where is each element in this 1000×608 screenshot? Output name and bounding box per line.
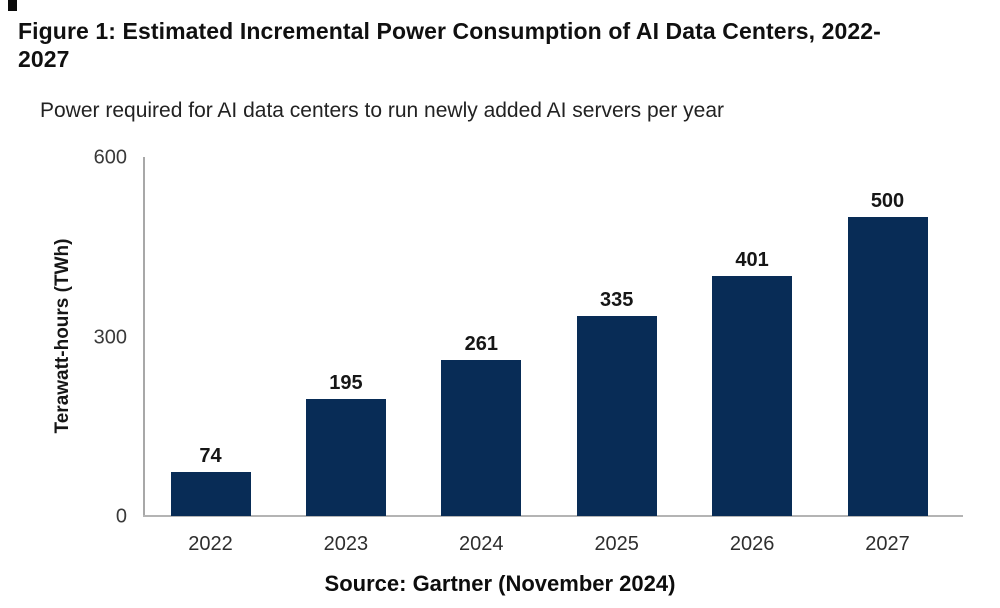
figure-title: Figure 1: Estimated Incremental Power Co… (18, 17, 988, 73)
bar-value-label-2022: 74 (199, 445, 222, 467)
chart-subtitle: Power required for AI data centers to ru… (40, 99, 725, 122)
bar-value-label-2023: 195 (329, 372, 363, 394)
bar-2022 (170, 472, 251, 516)
bar-value-label-2026: 401 (735, 249, 769, 271)
bar-2023 (305, 399, 386, 516)
y-tick-label-600: 600 (93, 146, 127, 169)
figure-title-line-2: 2027 (18, 46, 70, 72)
x-axis-label-2025: 2025 (594, 533, 639, 555)
x-axis-label-2027: 2027 (865, 533, 910, 555)
bar-2024 (441, 360, 522, 516)
x-axis-label-2026: 2026 (729, 533, 775, 555)
figure-title-line-1: Figure 1: Estimated Incremental Power Co… (18, 18, 881, 44)
y-axis-line (143, 157, 145, 516)
x-axis-baseline (143, 515, 963, 517)
source-line: Source: Gartner (November 2024) (324, 571, 676, 596)
bar-value-label-2025: 335 (600, 289, 634, 311)
y-tick-label-300: 300 (93, 326, 127, 348)
bar-value-label-2027: 500 (870, 190, 905, 212)
x-axis-label-2022: 2022 (188, 533, 233, 555)
bar-2026 (712, 276, 793, 516)
bar-2025 (576, 316, 657, 516)
bar-value-label-2024: 261 (464, 333, 498, 355)
corner-square-icon (8, 0, 17, 11)
bar-2027 (847, 217, 928, 516)
x-axis-label-2024: 2024 (459, 533, 504, 555)
y-tick-label-0: 0 (115, 505, 127, 528)
x-axis-label-2023: 2023 (323, 533, 369, 555)
